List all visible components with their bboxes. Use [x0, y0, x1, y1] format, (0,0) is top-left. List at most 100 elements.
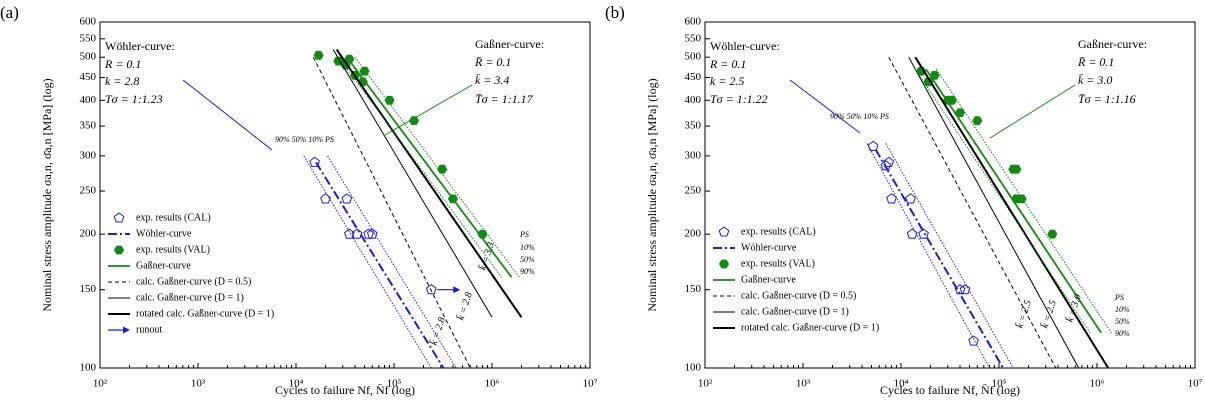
marker-shape [886, 193, 897, 204]
marker [366, 228, 378, 239]
marker [1011, 164, 1022, 174]
marker-shape [113, 212, 125, 223]
annotation: R̄ = 0.1 [1077, 55, 1114, 69]
y-axis-label: Nominal stress amplitude σa,n, σ̄a,n [MP… [40, 78, 54, 311]
annotation-leader [384, 84, 473, 136]
legend-swatch [123, 326, 130, 334]
annotation: PS [519, 230, 529, 239]
legend-label: calc. Gaßner-curve (D = 0.5) [741, 290, 856, 301]
legend-label: exp. results (CAL) [136, 212, 211, 223]
marker-shape [113, 245, 125, 255]
marker [1016, 194, 1027, 204]
marker [880, 160, 892, 171]
curve [312, 56, 471, 369]
annotation: Gaßner-curve: [475, 37, 544, 51]
x-axis-label: Cycles to failure Nf, N̄f (log) [275, 383, 415, 397]
curve [354, 56, 520, 278]
annotation: Wöhler-curve: [105, 39, 175, 53]
marker-shape [1011, 164, 1022, 174]
marker-shape [867, 140, 879, 151]
curve [885, 143, 1014, 369]
annotation: PS [1114, 293, 1124, 302]
annotation: 10% [1115, 305, 1130, 314]
marker [718, 226, 730, 237]
curve [888, 56, 1057, 369]
marker-shape [718, 259, 730, 269]
annotation: 10% [520, 243, 535, 252]
marker [883, 156, 895, 167]
legend-label: calc. Gaßner-curve (D = 1) [136, 292, 244, 303]
annotation: 50% [1115, 317, 1130, 326]
legend-label: exp. results (VAL) [136, 244, 210, 255]
y-tick-label: 200 [80, 228, 97, 240]
annotation-leader [989, 84, 1076, 139]
annotation: T̄σ = 1:1.17 [475, 92, 534, 106]
marker-shape [363, 228, 374, 239]
curve [914, 56, 1110, 369]
x-tick-label: 10⁶ [485, 378, 500, 390]
marker-shape [972, 116, 983, 125]
marker [408, 116, 420, 125]
x-tick-label: 10⁴ [894, 378, 909, 390]
marker [425, 284, 461, 295]
legend-label: Gaßner-curve [741, 274, 796, 285]
annotation-leader [182, 79, 273, 151]
annotation: k̄ = 2.8 [428, 316, 448, 347]
marker [1047, 229, 1058, 239]
curve [335, 49, 523, 318]
marker-shape [425, 284, 437, 295]
annotation: k̄ = 2.5 [1039, 299, 1059, 330]
marker [113, 245, 125, 255]
x-axis-label: Cycles to failure Nf, N̄f (log) [880, 383, 1020, 397]
annotation: 90% 50% 10% PS [830, 112, 889, 121]
legend-label: exp. results (CAL) [741, 226, 816, 237]
curve [315, 161, 445, 369]
legend-label: rotated calc. Gaßner-curve (D = 1) [136, 308, 274, 319]
plot-frame [704, 21, 1196, 369]
marker-shape [905, 193, 916, 204]
x-tick-label: 10³ [796, 378, 811, 390]
marker [959, 284, 971, 295]
y-tick-label: 450 [80, 71, 97, 83]
legend-label: runout [136, 324, 162, 335]
legend-label: Gaßner-curve [136, 260, 191, 271]
marker [363, 228, 374, 239]
annotation: T̄σ = 1:1.16 [1078, 92, 1136, 106]
marker [351, 228, 363, 239]
annotation: k̄ = 2.5 [1014, 299, 1034, 330]
annotation: k̄ = 3.4 [475, 73, 509, 87]
marker [867, 140, 879, 151]
y-tick-label: 100 [685, 362, 702, 374]
y-tick-label: 150 [685, 283, 702, 295]
marker-shape [320, 193, 331, 204]
runout-arrow-head [453, 286, 461, 294]
annotation: Tσ = 1:1.23 [105, 92, 163, 106]
curve [327, 155, 457, 369]
annotation: R̄ = 0.1 [474, 55, 511, 69]
marker-shape [313, 50, 324, 60]
y-tick-label: 500 [80, 51, 97, 63]
marker-shape [880, 160, 892, 171]
marker [968, 335, 979, 346]
y-tick-label: 500 [685, 51, 702, 63]
x-tick-label: 10⁷ [1188, 378, 1203, 390]
legend-label: rotated calc. Gaßner-curve (D = 1) [741, 322, 879, 333]
x-tick-label: 10⁵ [992, 378, 1007, 390]
annotation: k = 2.8 [105, 74, 139, 88]
annotation: 90% [1115, 329, 1130, 338]
curve [866, 143, 990, 369]
marker-shape [959, 284, 971, 295]
y-tick-label: 350 [80, 120, 97, 132]
x-tick-label: 10⁴ [289, 378, 304, 390]
marker-shape [968, 335, 979, 346]
x-tick-label: 10⁵ [387, 378, 402, 390]
y-tick-label: 450 [685, 71, 702, 83]
legend-label: Wöhler-curve [741, 242, 797, 253]
marker-shape [1047, 229, 1058, 239]
marker-shape [341, 193, 353, 204]
marker [918, 228, 929, 239]
annotation: k = 2.5 [710, 74, 744, 88]
marker [718, 259, 730, 269]
marker-shape [359, 66, 370, 76]
y-tick-label: 600 [685, 16, 702, 28]
